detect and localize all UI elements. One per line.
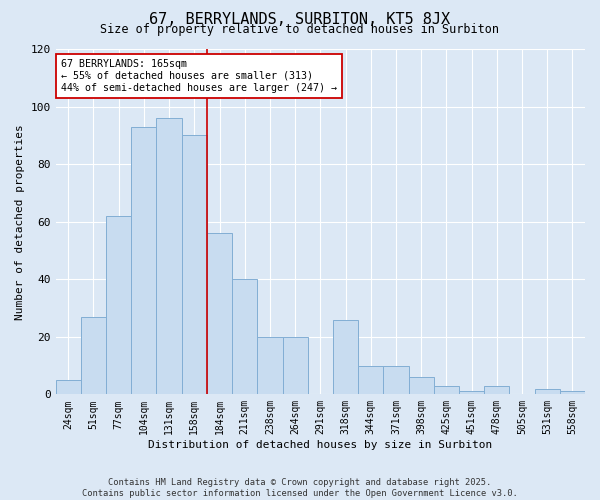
Bar xyxy=(409,377,434,394)
X-axis label: Distribution of detached houses by size in Surbiton: Distribution of detached houses by size … xyxy=(148,440,493,450)
Bar xyxy=(131,126,157,394)
Bar xyxy=(257,337,283,394)
Text: Contains HM Land Registry data © Crown copyright and database right 2025.
Contai: Contains HM Land Registry data © Crown c… xyxy=(82,478,518,498)
Bar xyxy=(560,392,585,394)
Bar xyxy=(182,136,207,394)
Bar xyxy=(358,366,383,394)
Text: 67, BERRYLANDS, SURBITON, KT5 8JX: 67, BERRYLANDS, SURBITON, KT5 8JX xyxy=(149,12,451,28)
Bar xyxy=(81,316,106,394)
Bar xyxy=(283,337,308,394)
Bar xyxy=(106,216,131,394)
Text: Size of property relative to detached houses in Surbiton: Size of property relative to detached ho… xyxy=(101,22,499,36)
Bar xyxy=(383,366,409,394)
Bar xyxy=(56,380,81,394)
Y-axis label: Number of detached properties: Number of detached properties xyxy=(15,124,25,320)
Bar xyxy=(484,386,509,394)
Bar xyxy=(207,233,232,394)
Bar xyxy=(333,320,358,394)
Bar xyxy=(157,118,182,394)
Bar xyxy=(459,392,484,394)
Bar xyxy=(434,386,459,394)
Text: 67 BERRYLANDS: 165sqm
← 55% of detached houses are smaller (313)
44% of semi-det: 67 BERRYLANDS: 165sqm ← 55% of detached … xyxy=(61,60,337,92)
Bar xyxy=(232,279,257,394)
Bar xyxy=(535,388,560,394)
